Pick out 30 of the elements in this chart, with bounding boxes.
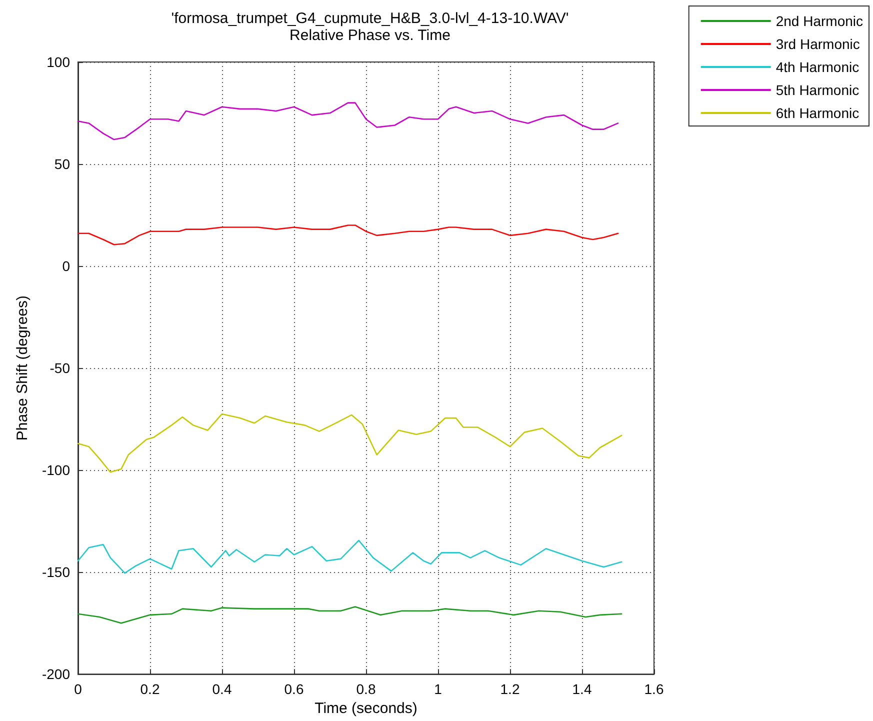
y-tick-label: 100: [46, 54, 70, 70]
x-tick-label: 0: [74, 681, 82, 698]
legend-label: 5th Harmonic: [776, 82, 860, 98]
x-tick-label: 1.2: [500, 681, 520, 698]
y-tick-label: -50: [50, 360, 70, 376]
line-series: [77, 413, 622, 473]
x-tick-label: 1: [434, 681, 442, 698]
line-series: [77, 224, 619, 246]
legend-label: 2nd Harmonic: [776, 13, 864, 29]
line-series: [77, 540, 622, 574]
x-tick-label: 0.2: [140, 681, 160, 698]
line-series: [77, 102, 619, 140]
x-tick-label: 1.6: [644, 681, 664, 698]
y-tick-label: 50: [54, 156, 70, 172]
x-tick-label: 1.4: [572, 681, 592, 698]
x-tick-label: 0.4: [212, 681, 232, 698]
legend-label: 6th Harmonic: [776, 105, 860, 121]
chart-subtitle: Relative Phase vs. Time: [290, 27, 450, 44]
x-axis-title: Time (seconds): [314, 700, 418, 717]
x-tick-label: 0.8: [356, 681, 376, 698]
y-axis-title: Phase Shift (degrees): [14, 296, 31, 441]
y-tick-label: -100: [42, 462, 70, 478]
line-series: [77, 606, 622, 624]
legend-label: 4th Harmonic: [776, 59, 860, 75]
legend-label: 3rd Harmonic: [776, 36, 860, 52]
x-tick-label: 0.6: [284, 681, 304, 698]
y-tick-label: -150: [42, 564, 70, 580]
y-tick-label: 0: [62, 258, 70, 274]
y-tick-label: -200: [42, 666, 70, 682]
chart-title: 'formosa_trumpet_G4_cupmute_H&B_3.0-lvl_4-13-10.WAV': [171, 10, 569, 27]
